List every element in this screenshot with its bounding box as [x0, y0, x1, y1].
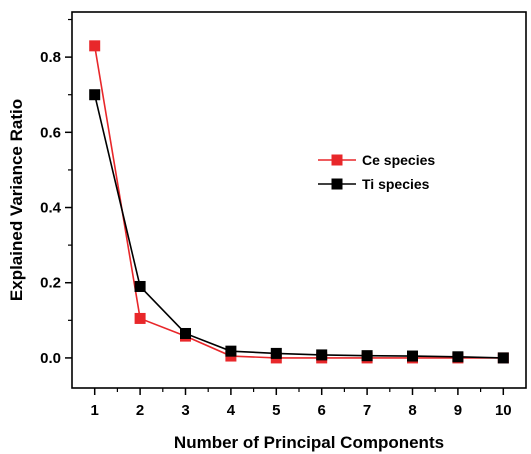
x-tick-label-2: 2 — [136, 402, 144, 419]
legend-label-0: Ce species — [362, 152, 435, 168]
legend: Ce species Ti species — [318, 152, 435, 192]
x-tick-label-3: 3 — [181, 402, 189, 419]
series-1-point-6 — [316, 349, 328, 361]
y-tick-label-1: 0.2 — [40, 275, 61, 292]
y-tick-label-3: 0.6 — [40, 124, 61, 141]
y-tick-label-4: 0.8 — [40, 49, 61, 66]
series-0-point-2 — [134, 312, 146, 324]
x-tick-label-10: 10 — [495, 402, 512, 419]
series-1-point-4 — [225, 345, 237, 357]
x-tick-label-6: 6 — [318, 402, 326, 419]
y-axis-title: Explained Variance Ratio — [7, 99, 26, 301]
series-1-point-8 — [407, 350, 418, 362]
series-1-point-9 — [452, 351, 464, 363]
series-1-point-5 — [270, 347, 282, 359]
x-tick-label-4: 4 — [227, 402, 236, 419]
axes: 1 2 3 4 5 6 7 8 9 10 0.0 0.2 0.4 0.6 0.8 — [40, 11, 527, 419]
plot-frame — [71, 11, 527, 389]
x-tick-label-1: 1 — [91, 402, 99, 419]
series-1-point-7 — [361, 350, 373, 362]
series-line-0 — [93, 45, 504, 359]
x-axis-title: Number of Principal Components — [174, 433, 444, 452]
x-tick-label-5: 5 — [272, 402, 280, 419]
series-1-point-10 — [497, 352, 509, 364]
legend-marker-1 — [331, 178, 343, 190]
legend-marker-0 — [331, 154, 343, 166]
series-layer — [89, 40, 509, 364]
x-tick-label-8: 8 — [408, 402, 416, 419]
series-1-point-1 — [89, 89, 101, 101]
legend-label-1: Ti species — [362, 176, 430, 192]
series-0-point-1 — [89, 40, 101, 52]
series-line-1 — [93, 94, 504, 359]
series-1-point-3 — [180, 327, 191, 339]
y-tick-label-0: 0.0 — [40, 350, 61, 367]
x-tick-label-7: 7 — [363, 402, 371, 419]
x-tick-label-9: 9 — [454, 402, 462, 419]
series-1-point-2 — [134, 280, 146, 292]
y-tick-label-2: 0.4 — [40, 200, 62, 217]
